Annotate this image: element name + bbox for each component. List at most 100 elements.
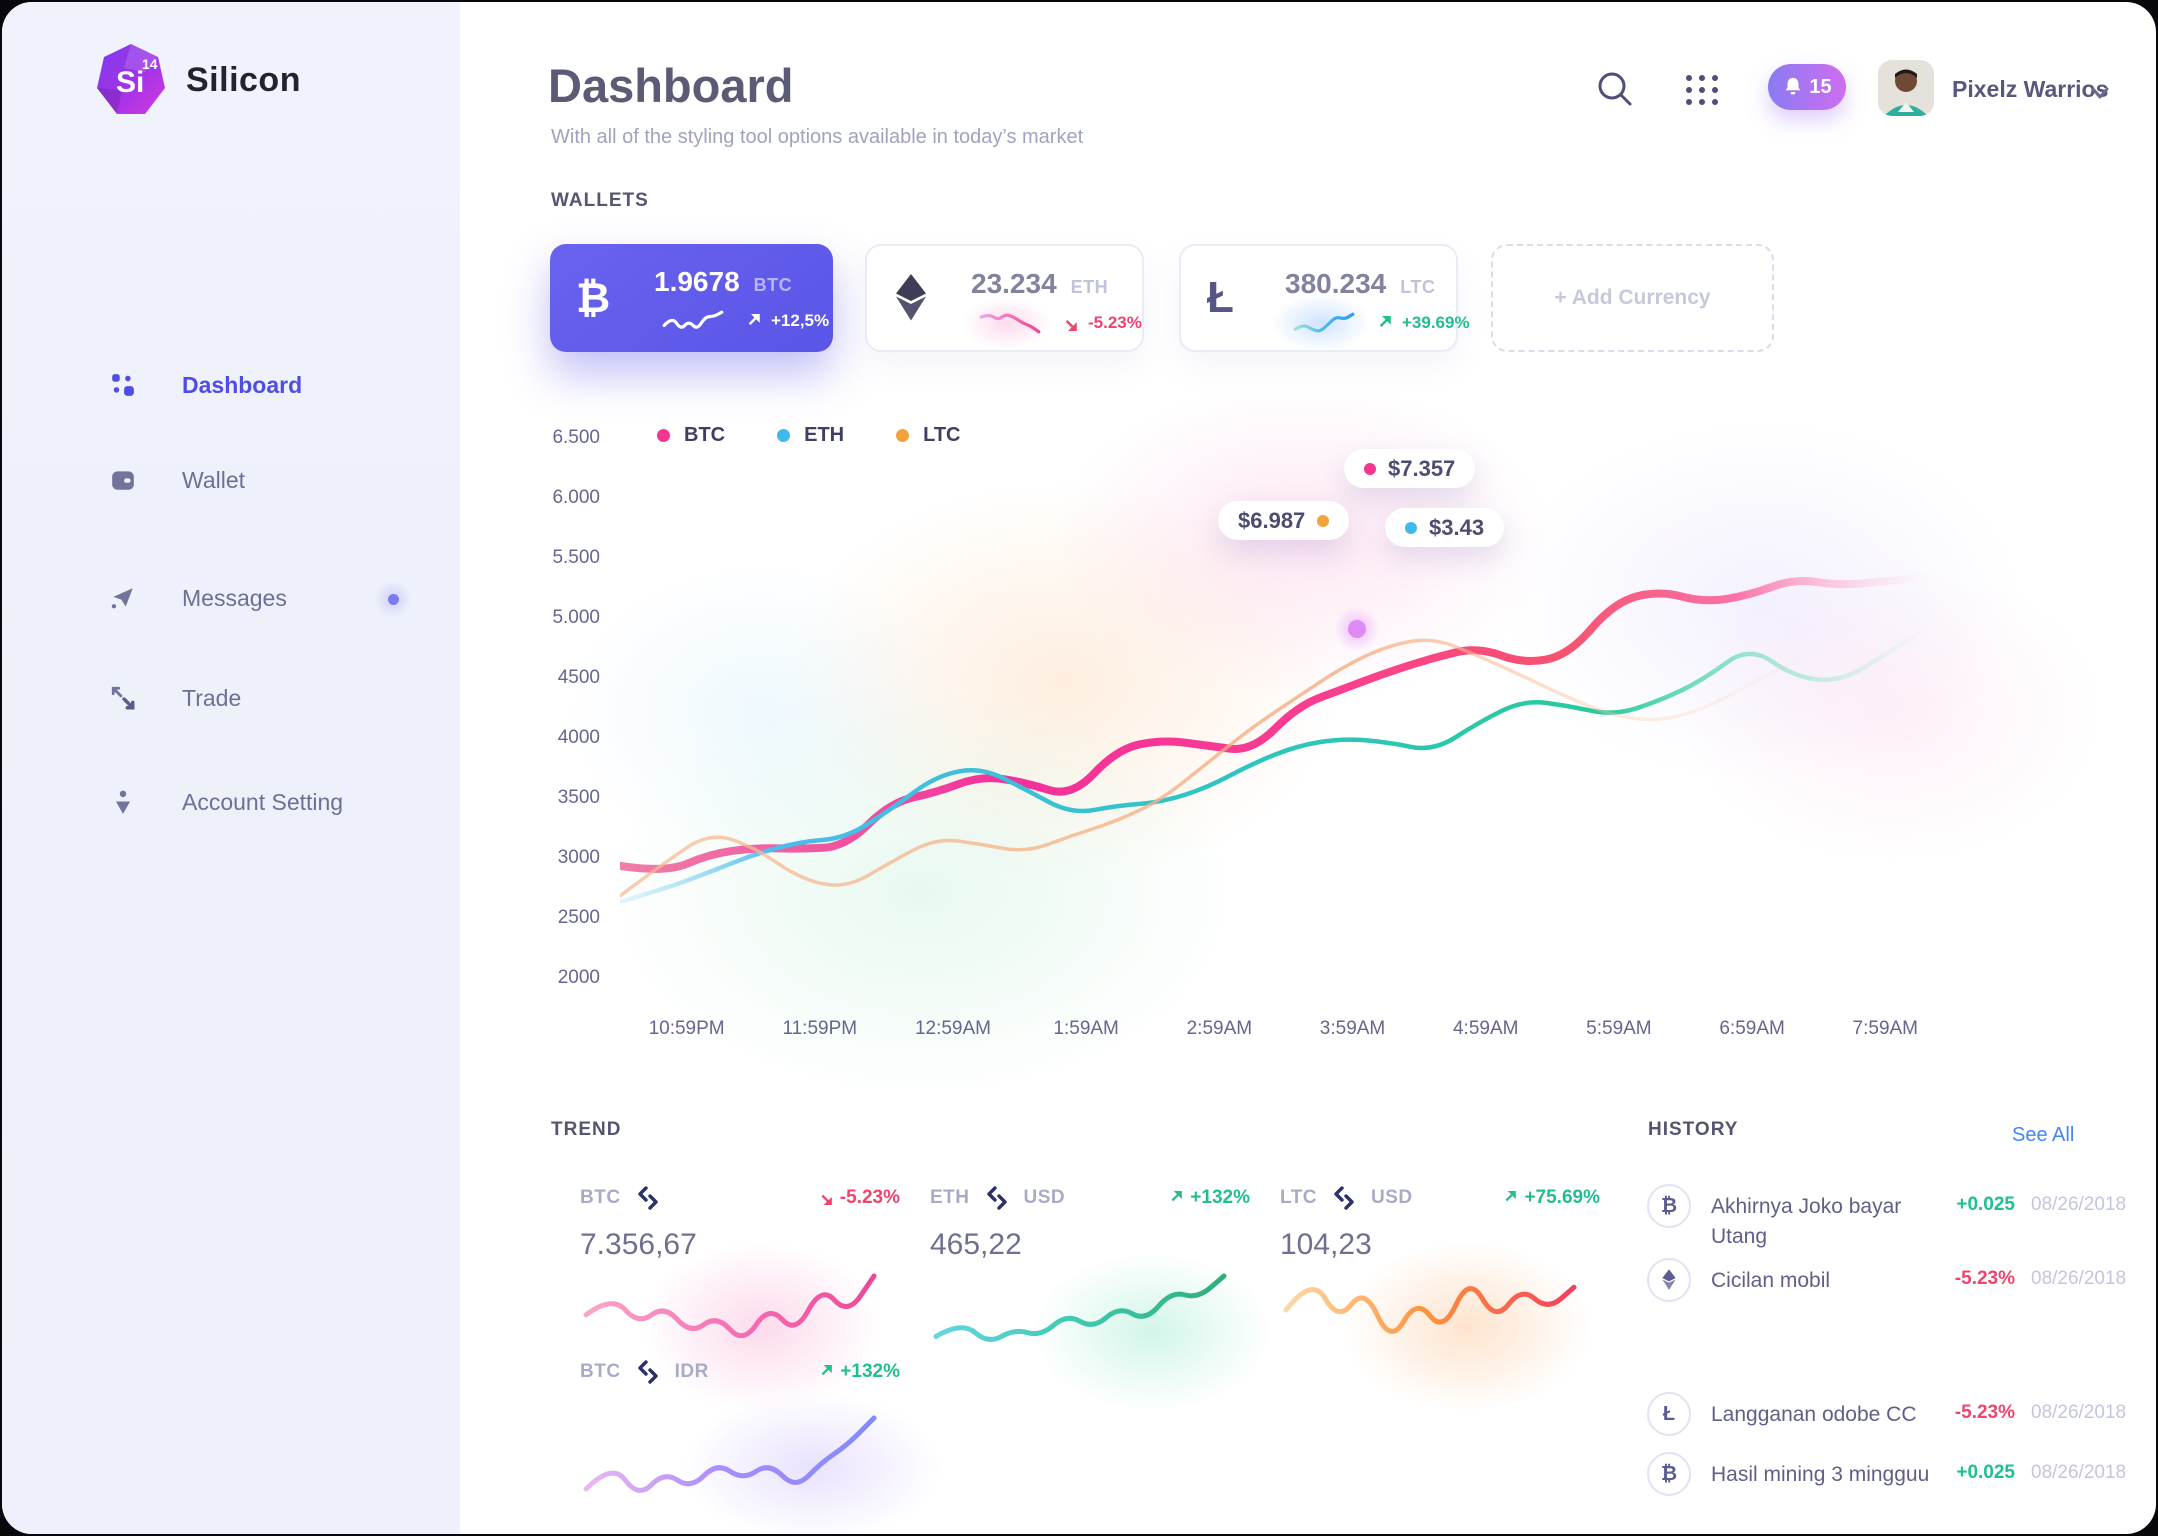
btc-icon: ₿ bbox=[1647, 1184, 1691, 1228]
history-amount: +0.025 bbox=[1956, 1194, 2015, 1215]
sidebar-item-label: Wallet bbox=[182, 466, 246, 493]
trend-sparkline bbox=[583, 1415, 877, 1493]
x-tick-label: 2:59AM bbox=[1186, 1018, 1253, 1039]
wallet-unit: BTC bbox=[753, 275, 793, 295]
history-section-label: HISTORY bbox=[1648, 1119, 1739, 1140]
legend-item-ltc[interactable]: LTC bbox=[896, 424, 961, 447]
sidebar-item-trade[interactable]: Trade bbox=[2, 670, 460, 726]
history-date: 08/26/2018 bbox=[2031, 1268, 2127, 1289]
y-tick-label: 4000 bbox=[557, 727, 600, 748]
history-row[interactable]: ₿ Akhirnya Joko bayar Utang +0.025 08/26… bbox=[1647, 1184, 2126, 1252]
eth-icon bbox=[896, 274, 926, 321]
trend-change: -5.23% bbox=[819, 1187, 900, 1209]
wallet-change: +12,5% bbox=[771, 311, 830, 330]
chart-tooltip-btc: $7.357 bbox=[1344, 449, 1476, 488]
apps-grid-icon[interactable] bbox=[1682, 70, 1722, 110]
trend-card-eth-usd[interactable]: ETH USD +132% 465,22 bbox=[930, 1184, 1250, 1355]
wallet-card-ltc[interactable]: Ł 380.234 LTC +39.69% bbox=[1179, 244, 1470, 352]
trend-change: +132% bbox=[819, 1361, 900, 1383]
history-date: 08/26/2018 bbox=[2031, 1462, 2127, 1483]
see-all-link[interactable]: See All bbox=[2012, 1124, 2075, 1146]
sidebar-item-label: Trade bbox=[182, 684, 242, 711]
wallet-card-eth[interactable]: 23.234 ETH -5.23% bbox=[865, 244, 1144, 352]
swap-icon bbox=[986, 1186, 1007, 1210]
y-tick-label: 3500 bbox=[557, 787, 600, 808]
sidebar: Si 14 Silicon Dashboard Wallet bbox=[2, 2, 460, 1534]
swap-icon bbox=[637, 1360, 658, 1384]
svg-text:14: 14 bbox=[142, 56, 158, 72]
notification-count: 15 bbox=[1809, 75, 1832, 98]
trend-sparkline bbox=[933, 1273, 1227, 1342]
add-currency-button[interactable]: + Add Currency bbox=[1491, 244, 1774, 352]
sidebar-item-label: Dashboard bbox=[182, 371, 303, 398]
history-date: 08/26/2018 bbox=[2031, 1194, 2127, 1215]
avatar[interactable] bbox=[1878, 60, 1934, 116]
trend-up-arrow-icon bbox=[1171, 1191, 1183, 1202]
legend-dot bbox=[777, 429, 791, 442]
x-axis: 10:59PM 11:59PM 12:59AM 1:59AM 2:59AM 3:59AM 4… bbox=[620, 1018, 1952, 1040]
user-name[interactable]: Pixelz Warrios bbox=[1952, 76, 2109, 102]
y-tick-label: 6.500 bbox=[552, 427, 600, 448]
dashboard-icon bbox=[112, 374, 134, 396]
trend-card-btc[interactable]: BTC -5.23% 7.356,67 bbox=[580, 1184, 900, 1355]
wallet-amount: 380.234 bbox=[1285, 268, 1387, 299]
notification-button[interactable]: 15 bbox=[1768, 64, 1846, 110]
sidebar-item-label: Account Setting bbox=[182, 788, 344, 815]
history-amount: -5.23% bbox=[1954, 1402, 2015, 1423]
y-tick-label: 6.000 bbox=[552, 487, 600, 508]
y-tick-label: 5.500 bbox=[552, 547, 600, 568]
x-tick-label: 10:59PM bbox=[648, 1018, 725, 1039]
sidebar-item-wallet[interactable]: Wallet bbox=[2, 452, 460, 508]
trend-sparkline bbox=[583, 1273, 877, 1339]
add-currency-label: + Add Currency bbox=[1554, 286, 1711, 309]
search-icon[interactable] bbox=[1592, 66, 1638, 112]
eth-icon bbox=[1647, 1258, 1691, 1302]
x-tick-label: 12:59AM bbox=[914, 1018, 991, 1039]
trend-sparkline bbox=[1283, 1284, 1577, 1334]
wallet-amount: 1.9678 bbox=[654, 266, 740, 297]
brand-name: Silicon bbox=[186, 60, 301, 99]
sidebar-item-dashboard[interactable]: Dashboard bbox=[2, 357, 460, 413]
chevron-down-icon[interactable] bbox=[2090, 86, 2110, 100]
tooltip-dot bbox=[1364, 462, 1376, 475]
trend-up-arrow-icon bbox=[748, 313, 760, 325]
trend-value: 104,23 bbox=[1280, 1228, 1372, 1261]
chart-legend: BTC ETH LTC bbox=[657, 424, 961, 447]
logo-icon: Si 14 bbox=[97, 44, 165, 114]
chart-tooltip-eth: $3.43 bbox=[1385, 508, 1505, 547]
trend-up-arrow-icon bbox=[1506, 1191, 1517, 1202]
history-row[interactable]: Ł Langganan odobe CC -5.23% 08/26/2018 bbox=[1647, 1392, 2126, 1440]
trend-up-arrow-icon bbox=[1379, 315, 1391, 327]
trade-icon bbox=[111, 686, 135, 710]
page-title: Dashboard bbox=[548, 59, 794, 112]
x-tick-label: 7:59AM bbox=[1852, 1018, 1919, 1039]
chart-highlight-dot bbox=[1334, 606, 1380, 652]
trend-change: +75.69% bbox=[1503, 1187, 1600, 1209]
price-line-chart[interactable] bbox=[620, 439, 1952, 980]
wallet-sparkline bbox=[662, 310, 724, 329]
history-row[interactable]: ₿ Hasil mining 3 mingguu +0.025 08/26/20… bbox=[1647, 1452, 2126, 1500]
y-tick-label: 3000 bbox=[557, 847, 600, 868]
wallet-unit: LTC bbox=[1400, 277, 1436, 297]
x-tick-label: 11:59PM bbox=[782, 1018, 858, 1039]
trend-up-arrow-icon bbox=[821, 1365, 833, 1376]
legend-item-btc[interactable]: BTC bbox=[657, 424, 725, 447]
history-row[interactable]: Cicilan mobil -5.23% 08/26/2018 bbox=[1647, 1258, 2126, 1306]
wallet-card-btc[interactable]: ₿ 1.9678 BTC +12,5% bbox=[550, 244, 833, 352]
trend-change: +132% bbox=[1169, 1187, 1250, 1209]
trend-down-arrow-icon bbox=[821, 1194, 832, 1205]
sidebar-item-account-setting[interactable]: Account Setting bbox=[2, 774, 460, 830]
history-amount: -5.23% bbox=[1954, 1268, 2015, 1289]
page-subtitle: With all of the styling tool options ava… bbox=[551, 126, 1084, 148]
trend-card-ltc-usd[interactable]: LTC USD +75.69% 104,23 bbox=[1280, 1184, 1600, 1355]
legend-dot bbox=[896, 429, 910, 442]
trend-value: 7.356,67 bbox=[580, 1228, 697, 1261]
sidebar-item-messages[interactable]: Messages bbox=[2, 570, 460, 626]
wallet-change: -5.23% bbox=[1088, 313, 1142, 332]
wallet-icon bbox=[112, 471, 134, 490]
legend-item-eth[interactable]: ETH bbox=[777, 424, 844, 447]
swap-icon bbox=[637, 1186, 658, 1210]
chart-tooltip-ltc: $6.987 bbox=[1218, 501, 1350, 540]
trend-card-btc-idr[interactable]: BTC IDR +132% bbox=[580, 1358, 900, 1509]
brand-logo[interactable]: Si 14 Silicon bbox=[94, 42, 301, 118]
